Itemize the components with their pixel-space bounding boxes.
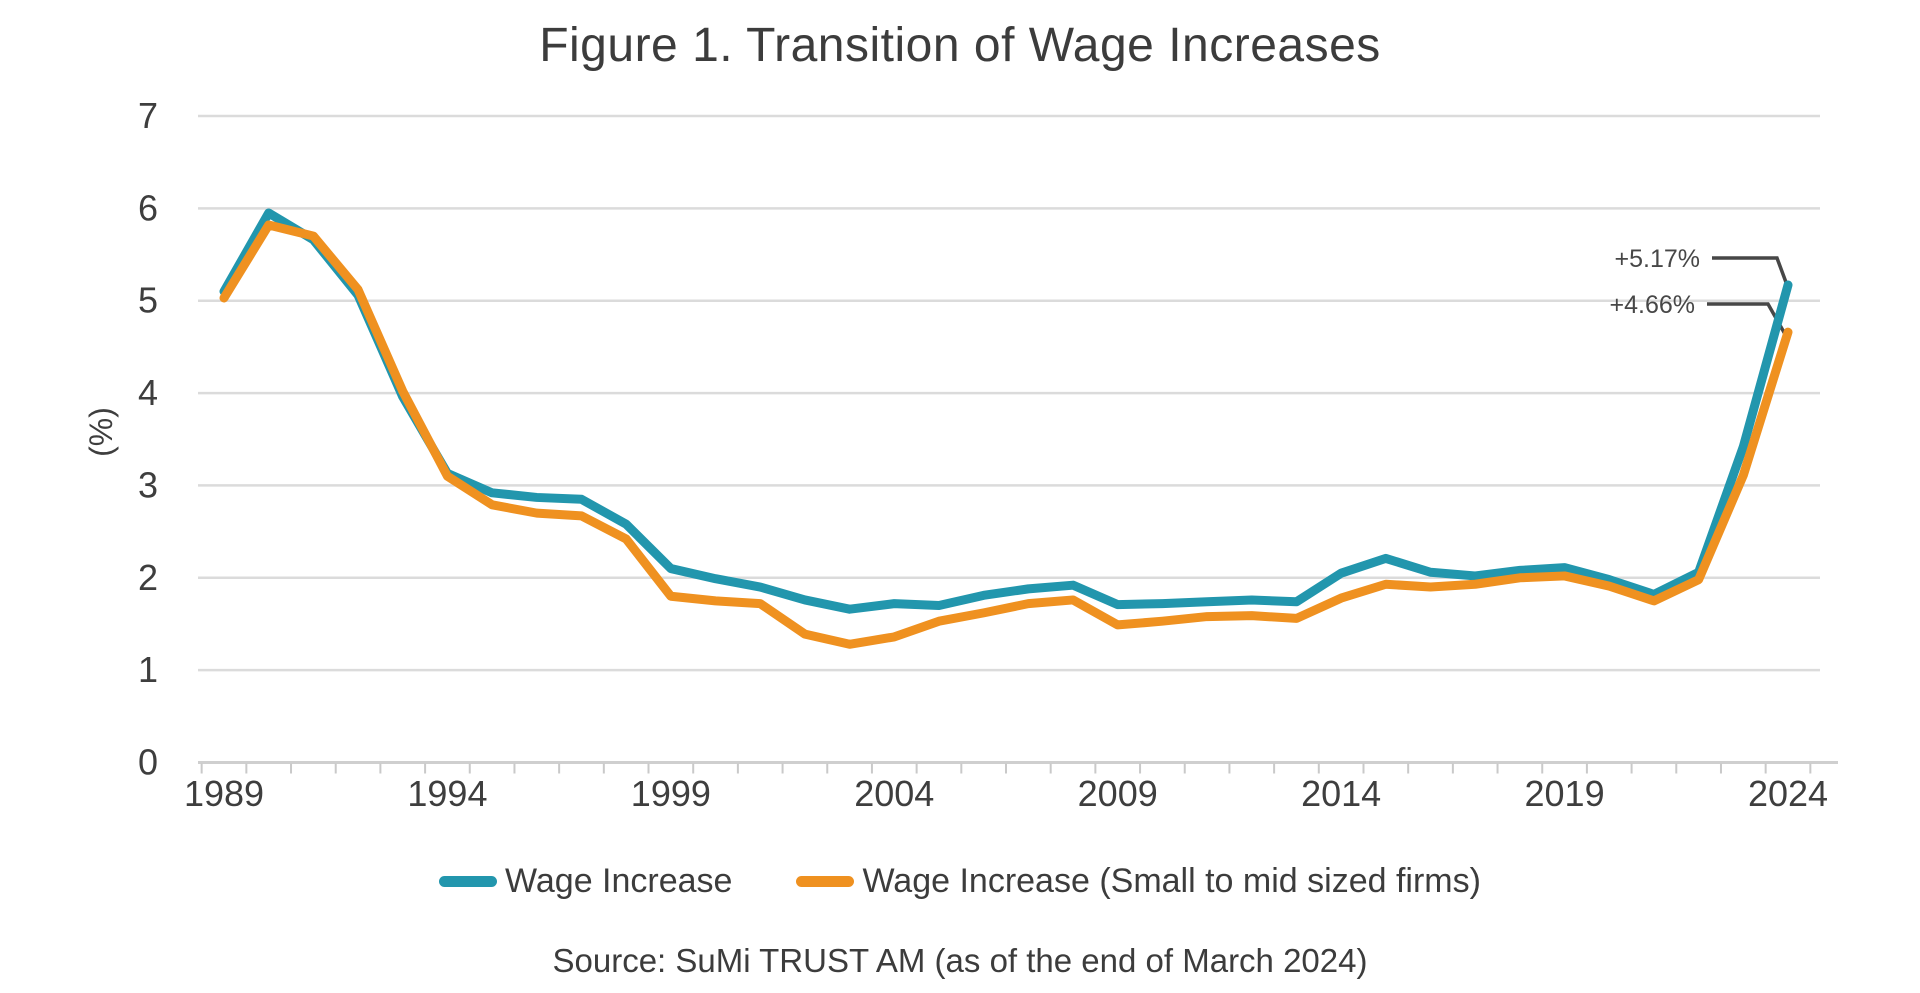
series-line-wage-increase-sme <box>219 220 1793 649</box>
annotation-label-1: +5.17% <box>1615 245 1701 273</box>
x-tick-label-2014: 2014 <box>1301 773 1381 814</box>
x-tick-label-2019: 2019 <box>1525 773 1605 814</box>
y-tick-label-0: 0 <box>138 742 158 783</box>
legend-item-wage-increase-sme: Wage Increase (Small to mid sized firms) <box>796 862 1481 901</box>
y-tick-label-1: 1 <box>138 649 158 690</box>
x-tick-label-2004: 2004 <box>854 773 934 814</box>
x-tick-label-2024: 2024 <box>1748 773 1828 814</box>
legend-swatch-icon <box>796 876 855 887</box>
legend-label: Wage Increase (Small to mid sized firms) <box>862 862 1481 900</box>
y-tick-label-7: 7 <box>138 95 158 136</box>
annotation-connector-1 <box>1712 256 1789 286</box>
legend-label: Wage Increase <box>505 862 733 900</box>
series-line-wage-increase <box>219 208 1793 614</box>
annotation-label-2: +4.66% <box>1610 291 1696 319</box>
x-tick-label-1989: 1989 <box>184 773 264 814</box>
y-tick-label-3: 3 <box>138 464 158 505</box>
x-tick-label-1999: 1999 <box>631 773 711 814</box>
chart-legend: Wage Increase Wage Increase (Small to mid… <box>0 862 1920 901</box>
chart-title: Figure 1. Transition of Wage Increases <box>539 19 1381 72</box>
source-note: Source: SuMi TRUST AM (as of the end of … <box>552 942 1368 979</box>
x-tick-label-2009: 2009 <box>1078 773 1158 814</box>
y-axis-title: (%) <box>83 407 119 457</box>
legend-swatch-icon <box>439 876 498 887</box>
x-tick-label-1994: 1994 <box>407 773 487 814</box>
y-tick-label-5: 5 <box>138 280 158 321</box>
chart-plot-area: 0 1 2 3 4 5 6 7 1989 1994 1999 2004 2009 2014 2019 2024… <box>83 95 1838 814</box>
y-tick-label-2: 2 <box>138 557 158 598</box>
y-tick-label-6: 6 <box>138 187 158 228</box>
y-tick-label-4: 4 <box>138 372 158 413</box>
legend-item-wage-increase: Wage Increase <box>439 862 732 901</box>
